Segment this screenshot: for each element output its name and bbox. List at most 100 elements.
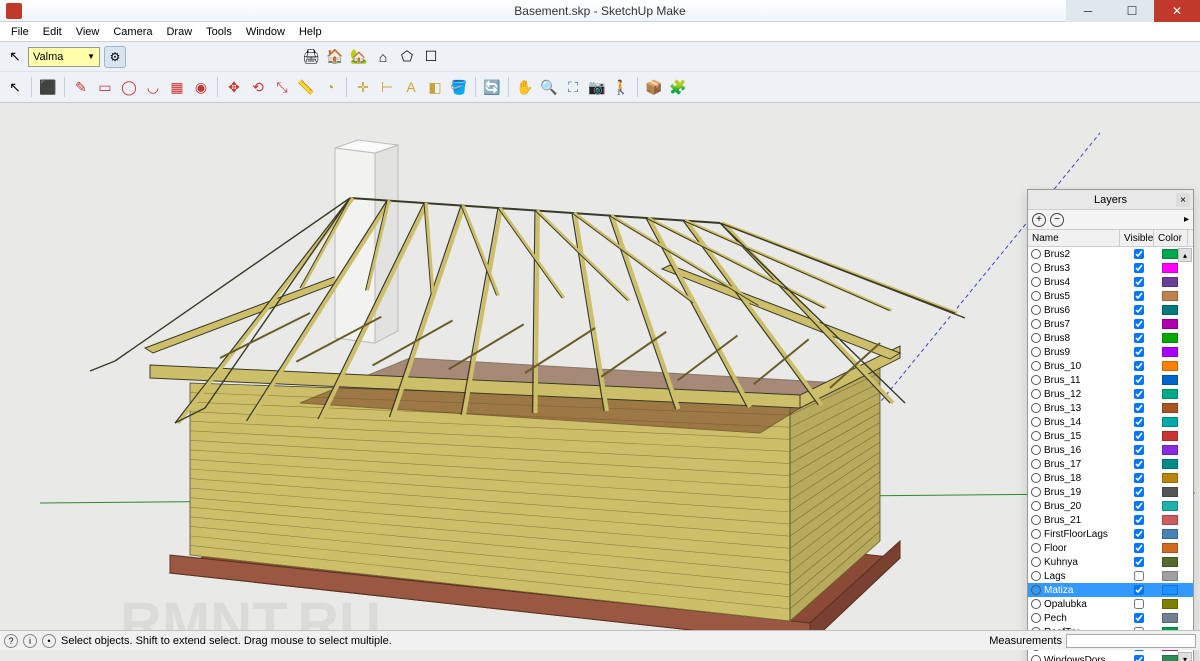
radio-icon[interactable]: [1031, 529, 1041, 539]
layer-visible[interactable]: [1122, 277, 1156, 287]
paint-tool[interactable]: 🪣: [448, 76, 470, 98]
protractor-tool[interactable]: ◔: [319, 76, 341, 98]
layer-row[interactable]: FirstFloorLags: [1028, 527, 1193, 541]
layer-row[interactable]: Brus9: [1028, 345, 1193, 359]
layer-visible[interactable]: [1122, 599, 1156, 609]
layer-row[interactable]: Brus4: [1028, 275, 1193, 289]
layer-visible[interactable]: [1122, 333, 1156, 343]
menu-help[interactable]: Help: [292, 24, 329, 40]
layer-color-swatch[interactable]: [1162, 347, 1178, 357]
menu-tools[interactable]: Tools: [199, 24, 239, 40]
pushpull-tool[interactable]: ▦: [166, 76, 188, 98]
status-icon-3[interactable]: •: [42, 634, 56, 648]
scale-tool[interactable]: ⤡: [271, 76, 293, 98]
model-icon[interactable]: 🏠: [324, 46, 346, 68]
print-icon[interactable]: 🖨: [300, 46, 322, 68]
radio-icon[interactable]: [1031, 585, 1041, 595]
layer-color-swatch[interactable]: [1162, 487, 1178, 497]
menu-view[interactable]: View: [69, 24, 107, 40]
layer-visible[interactable]: [1122, 263, 1156, 273]
layer-color-swatch[interactable]: [1162, 501, 1178, 511]
radio-icon[interactable]: [1031, 333, 1041, 343]
menu-edit[interactable]: Edit: [36, 24, 69, 40]
layer-color-swatch[interactable]: [1162, 655, 1178, 661]
layer-color-swatch[interactable]: [1162, 291, 1178, 301]
radio-icon[interactable]: [1031, 375, 1041, 385]
menu-window[interactable]: Window: [239, 24, 292, 40]
arc-tool[interactable]: ◡: [142, 76, 164, 98]
layer-visible[interactable]: [1122, 571, 1156, 581]
radio-icon[interactable]: [1031, 249, 1041, 259]
status-icon-2[interactable]: i: [23, 634, 37, 648]
layer-color-swatch[interactable]: [1162, 473, 1178, 483]
radio-icon[interactable]: [1031, 613, 1041, 623]
layer-color-swatch[interactable]: [1162, 613, 1178, 623]
maximize-button[interactable]: ☐: [1110, 0, 1154, 22]
radio-icon[interactable]: [1031, 291, 1041, 301]
layer-visible[interactable]: [1122, 249, 1156, 259]
rotate-tool[interactable]: ⟲: [247, 76, 269, 98]
layer-color-swatch[interactable]: [1162, 263, 1178, 273]
layer-visible[interactable]: [1122, 361, 1156, 371]
radio-icon[interactable]: [1031, 655, 1041, 661]
col-visible[interactable]: Visible: [1120, 230, 1154, 246]
scroll-down-button[interactable]: ▾: [1178, 652, 1192, 661]
measurements-input[interactable]: [1066, 634, 1196, 648]
layer-color-swatch[interactable]: [1162, 361, 1178, 371]
layer-row[interactable]: Opalubka: [1028, 597, 1193, 611]
box-icon[interactable]: ☐: [420, 46, 442, 68]
layer-visible[interactable]: [1122, 389, 1156, 399]
layer-visible[interactable]: [1122, 431, 1156, 441]
layer-visible[interactable]: [1122, 417, 1156, 427]
menu-draw[interactable]: Draw: [159, 24, 199, 40]
layer-visible[interactable]: [1122, 501, 1156, 511]
layer-row[interactable]: Brus_21: [1028, 513, 1193, 527]
orbit-tool[interactable]: 🔄: [481, 76, 503, 98]
layer-row[interactable]: Brus_10: [1028, 359, 1193, 373]
menu-camera[interactable]: Camera: [106, 24, 159, 40]
layer-visible[interactable]: [1122, 445, 1156, 455]
layer-visible[interactable]: [1122, 585, 1156, 595]
radio-icon[interactable]: [1031, 501, 1041, 511]
layer-color-swatch[interactable]: [1162, 529, 1178, 539]
tape-tool[interactable]: 📏: [295, 76, 317, 98]
layer-row[interactable]: Brus7: [1028, 317, 1193, 331]
radio-icon[interactable]: [1031, 571, 1041, 581]
layer-visible[interactable]: [1122, 347, 1156, 357]
radio-icon[interactable]: [1031, 263, 1041, 273]
ext-tool[interactable]: 🧩: [667, 76, 689, 98]
layer-row[interactable]: Pech: [1028, 611, 1193, 625]
radio-icon[interactable]: [1031, 431, 1041, 441]
layer-visible[interactable]: [1122, 557, 1156, 567]
layer-visible[interactable]: [1122, 459, 1156, 469]
radio-icon[interactable]: [1031, 347, 1041, 357]
layers-panel[interactable]: Layers × + − ▸ Name Visible Color Brus2 …: [1027, 189, 1194, 661]
layer-row[interactable]: Floor: [1028, 541, 1193, 555]
layer-row[interactable]: Brus_15: [1028, 429, 1193, 443]
layer-row[interactable]: Lags: [1028, 569, 1193, 583]
layer-color-swatch[interactable]: [1162, 305, 1178, 315]
layer-row[interactable]: Kuhnya: [1028, 555, 1193, 569]
layer-color-swatch[interactable]: [1162, 431, 1178, 441]
radio-icon[interactable]: [1031, 417, 1041, 427]
close-icon[interactable]: ×: [1176, 193, 1190, 207]
layer-visible[interactable]: [1122, 529, 1156, 539]
layer-color-swatch[interactable]: [1162, 557, 1178, 567]
zoomext-tool[interactable]: ⛶: [562, 76, 584, 98]
roof-icon[interactable]: ⬠: [396, 46, 418, 68]
status-icon-1[interactable]: ?: [4, 634, 18, 648]
layer-visible[interactable]: [1122, 319, 1156, 329]
layer-row[interactable]: Brus_17: [1028, 457, 1193, 471]
radio-icon[interactable]: [1031, 361, 1041, 371]
radio-icon[interactable]: [1031, 515, 1041, 525]
radio-icon[interactable]: [1031, 473, 1041, 483]
remove-layer-button[interactable]: −: [1050, 213, 1064, 227]
house-icon[interactable]: 🏡: [348, 46, 370, 68]
layer-row[interactable]: Brus_13: [1028, 401, 1193, 415]
pan-tool[interactable]: ✋: [514, 76, 536, 98]
layer-row[interactable]: Brus5: [1028, 289, 1193, 303]
col-name[interactable]: Name: [1028, 230, 1120, 246]
layer-color-swatch[interactable]: [1162, 277, 1178, 287]
layer-row[interactable]: Brus_14: [1028, 415, 1193, 429]
layer-row[interactable]: WindowsDors: [1028, 653, 1193, 661]
